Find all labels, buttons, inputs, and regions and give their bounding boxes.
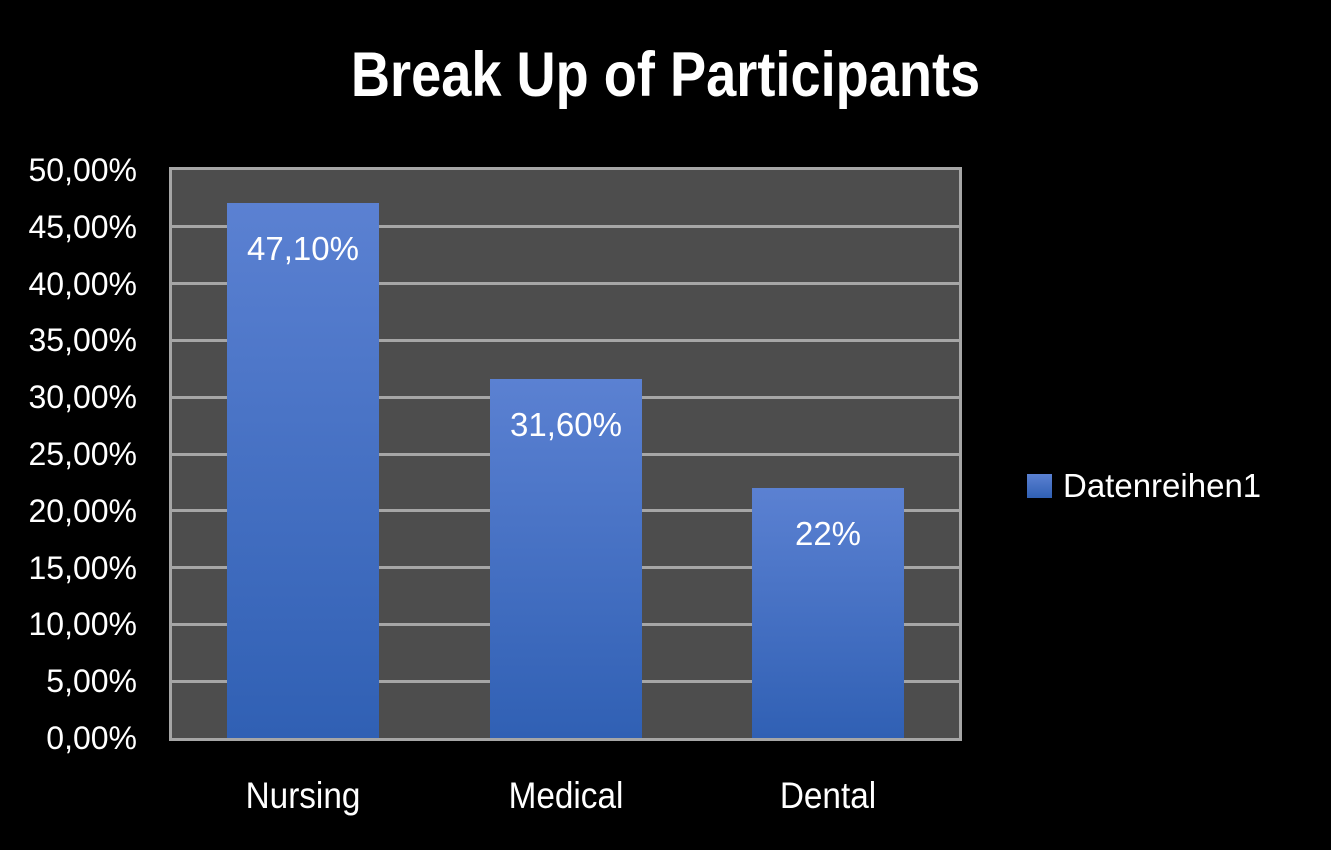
y-tick-label: 40,00% <box>28 265 137 302</box>
y-tick-label: 45,00% <box>28 208 137 245</box>
gridline <box>172 282 959 286</box>
x-category-label: Medical <box>508 775 624 816</box>
legend-label: Datenreihen1 <box>1063 467 1262 504</box>
chart-title: Break Up of Participants <box>350 40 981 110</box>
y-tick-label: 5,00% <box>46 663 137 700</box>
y-tick-label: 35,00% <box>28 322 137 359</box>
gridline <box>172 338 959 342</box>
gridline <box>172 225 959 229</box>
y-tick-label: 25,00% <box>28 436 137 472</box>
y-tick-label: 0,00% <box>46 720 137 756</box>
y-tick-label: 50,00% <box>28 152 137 188</box>
legend-swatch-icon <box>1027 473 1052 498</box>
x-category-label: Dental <box>779 775 877 816</box>
y-tick-label: 20,00% <box>28 492 137 529</box>
data-label: 31,60% <box>510 406 622 443</box>
y-tick-label: 30,00% <box>28 379 137 416</box>
data-label: 47,10% <box>247 230 359 267</box>
y-tick-label: 10,00% <box>28 606 137 643</box>
plot-area: 47,10% 31,60% 22% <box>169 167 962 741</box>
bar-dental <box>752 488 904 738</box>
bar-nursing <box>227 203 379 738</box>
bar-medical <box>490 379 642 738</box>
legend: Datenreihen1 <box>1027 469 1261 502</box>
data-label: 22% <box>794 515 862 552</box>
y-tick-label: 15,00% <box>28 549 137 586</box>
x-category-label: Nursing <box>245 775 361 816</box>
